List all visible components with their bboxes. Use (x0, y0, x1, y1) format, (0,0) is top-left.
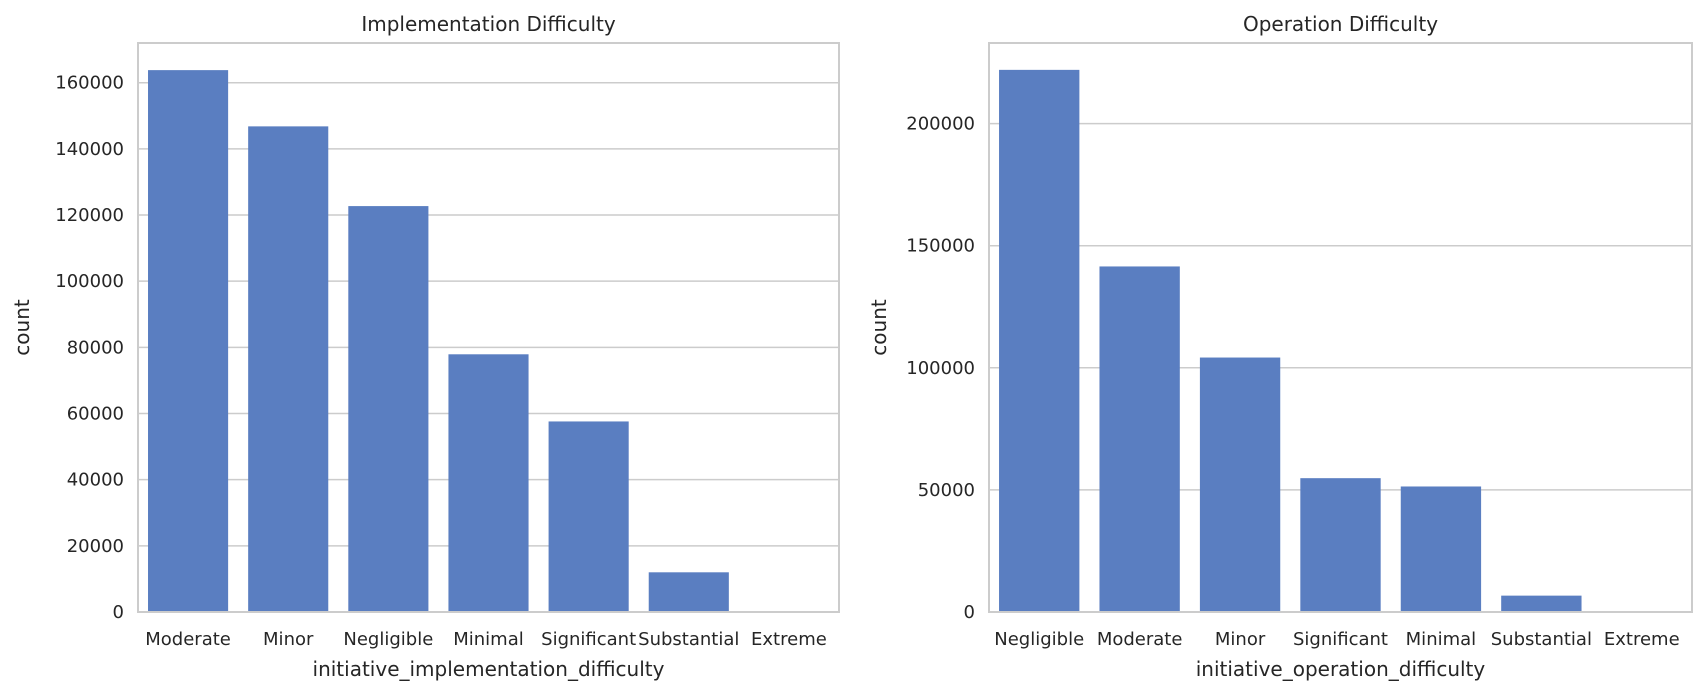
chart2-x-tick-label: Negligible (994, 629, 1084, 650)
chart2-bar-significant (1300, 478, 1381, 612)
chart1-y-tick-label: 120000 (55, 205, 124, 226)
chart1-y-tick-label: 140000 (55, 139, 124, 160)
chart2-y-axis-label: count (867, 299, 891, 356)
chart2-y-tick-label: 50000 (918, 480, 975, 501)
chart2-x-tick-label: Substantial (1491, 629, 1592, 650)
chart1-y-tick-label: 40000 (67, 470, 124, 491)
chart2-x-tick-label: Moderate (1097, 629, 1183, 650)
chart1-x-tick-label: Minor (263, 629, 314, 650)
chart1-x-tick-label: Substantial (638, 629, 739, 650)
chart1-x-tick-label: Moderate (145, 629, 231, 650)
chart1-x-tick-label: Negligible (343, 629, 433, 650)
chart2-bar-minor (1199, 357, 1281, 612)
chart1-x-axis-label: initiative_implementation_difficulty (313, 657, 665, 681)
chart1-bar-negligible (348, 206, 429, 612)
chart2-bar-substantial (1501, 595, 1582, 612)
chart1-frame (137, 42, 840, 613)
chart1-y-tick-label: 60000 (67, 404, 124, 425)
chart1-bar-substantial (648, 572, 729, 612)
chart2-x-tick-label: Significant (1293, 629, 1388, 650)
chart2-y-tick-label: 0 (964, 602, 975, 623)
chart1-x-tick-label: Minimal (453, 629, 524, 650)
chart2-y-tick-label: 200000 (906, 114, 975, 135)
chart2-bar-negligible (999, 69, 1080, 612)
chart1-bar-minor (248, 126, 329, 613)
chart1-bar-significant (548, 421, 629, 612)
chart2-bar-moderate (1099, 266, 1180, 612)
chart1-title: Implementation Difficulty (361, 12, 616, 36)
chart2-x-tick-label: Minor (1215, 629, 1266, 650)
chart1-x-tick-label: Significant (541, 629, 636, 650)
chart2-y-tick-label: 100000 (906, 358, 975, 379)
chart1-y-tick-label: 20000 (67, 536, 124, 557)
chart1-y-axis-label: count (10, 299, 34, 356)
chart2-x-axis-label: initiative_operation_difficulty (1196, 657, 1486, 681)
chart1-y-tick-label: 160000 (55, 73, 124, 94)
chart2-x-tick-label: Minimal (1406, 629, 1477, 650)
chart1-bar-minimal (448, 354, 529, 612)
chart1-bar-moderate (148, 70, 229, 612)
chart2-x-tick-label: Extreme (1604, 629, 1680, 650)
chart1-y-tick-label: 100000 (55, 271, 124, 292)
chart2-y-tick-label: 150000 (906, 236, 975, 257)
chart2-frame (988, 42, 1693, 613)
chart2-bar-minimal (1400, 486, 1482, 612)
chart2-title: Operation Difficulty (1243, 12, 1438, 36)
chart1-y-tick-label: 80000 (67, 337, 124, 358)
chart1-y-tick-label: 0 (113, 602, 124, 623)
chart1-x-tick-label: Extreme (751, 629, 827, 650)
